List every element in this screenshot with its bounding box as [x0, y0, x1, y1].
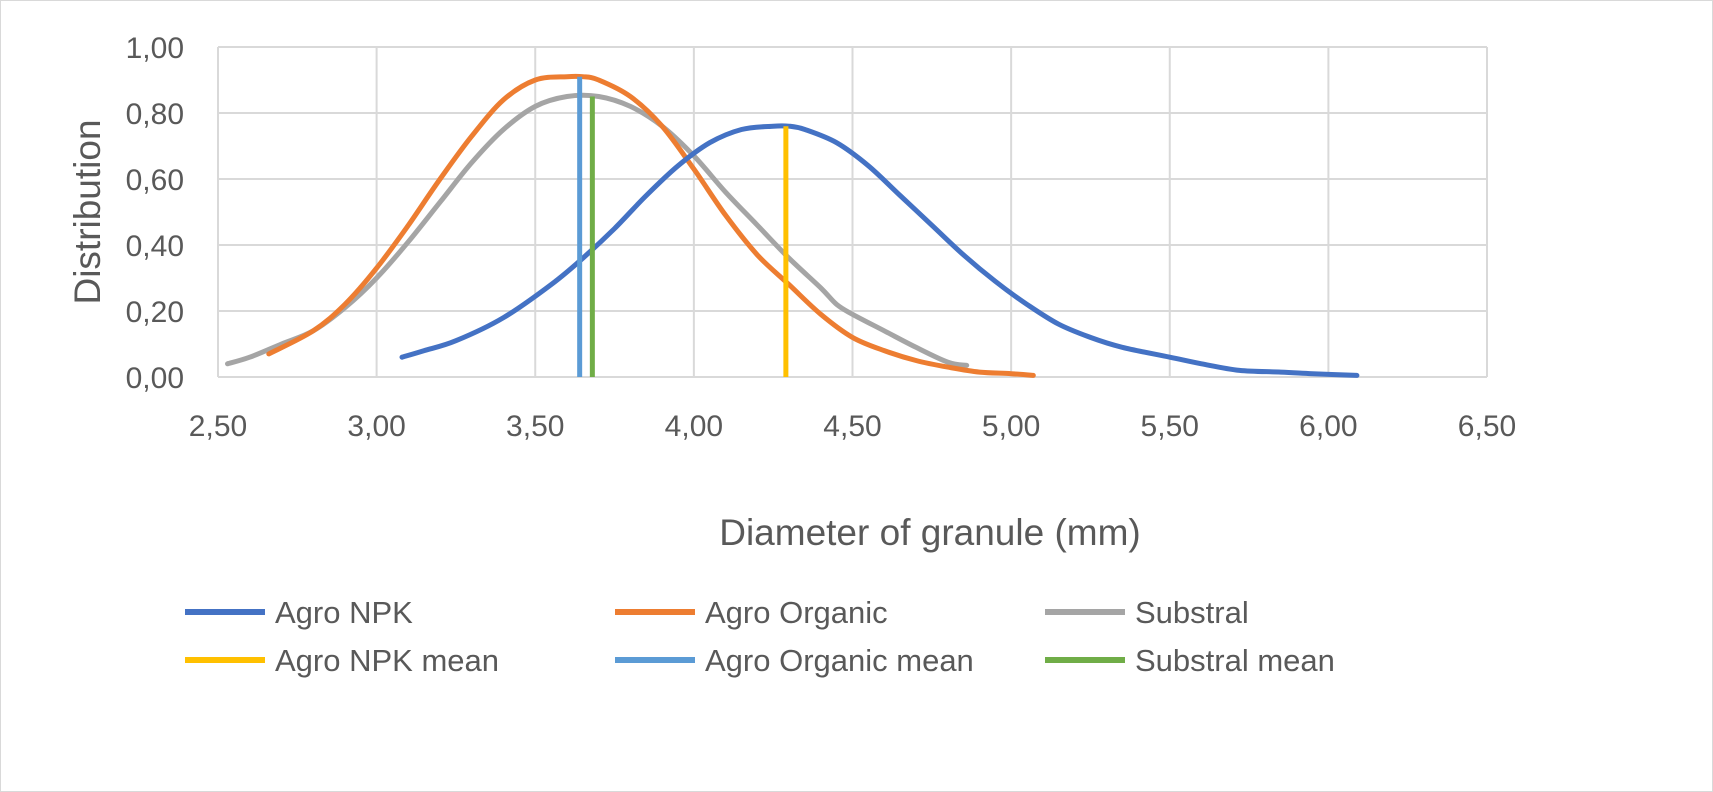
x-tick-label: 3,00	[347, 410, 405, 443]
x-tick-label: 3,50	[506, 410, 564, 443]
x-axis-title: Diameter of granule (mm)	[719, 512, 1141, 553]
gridlines	[217, 46, 1488, 378]
tick-labels: 2,50 3,00 3,50 4,00 4,50 5,00 5,50 6,00 6,50 0,00…	[126, 32, 1517, 443]
series-line-agro-organic	[266, 73, 1036, 378]
y-tick-label: 0,80	[126, 98, 184, 131]
legend-label: Agro Organic	[705, 595, 888, 630]
legend-label: Substral	[1135, 595, 1249, 630]
x-tick-label: 6,50	[1458, 410, 1516, 443]
x-tick-label: 6,00	[1299, 410, 1357, 443]
x-tick-label: 4,00	[665, 410, 723, 443]
y-axis-title: Distribution	[67, 119, 108, 304]
x-tick-label: 5,00	[982, 410, 1040, 443]
x-tick-label: 4,50	[823, 410, 881, 443]
legend-label: Agro NPK	[275, 595, 413, 630]
y-tick-label: 1,00	[126, 32, 184, 65]
series-lines	[225, 73, 1360, 378]
series-line-agro-npk	[399, 123, 1360, 378]
y-tick-label: 0,20	[126, 296, 184, 329]
x-tick-label: 5,50	[1141, 410, 1199, 443]
x-tick-label: 2,50	[189, 410, 247, 443]
legend-label: Substral mean	[1135, 643, 1335, 678]
legend-label: Agro Organic mean	[705, 643, 974, 678]
y-tick-label: 0,60	[126, 164, 184, 197]
legend-label: Agro NPK mean	[275, 643, 499, 678]
y-tick-label: 0,00	[126, 362, 184, 395]
series-line-substral	[225, 92, 970, 368]
legend: Agro NPK Agro Organic Substral Agro NPK mea…	[185, 595, 1335, 678]
y-tick-label: 0,40	[126, 230, 184, 263]
mean-lines	[577, 76, 789, 377]
